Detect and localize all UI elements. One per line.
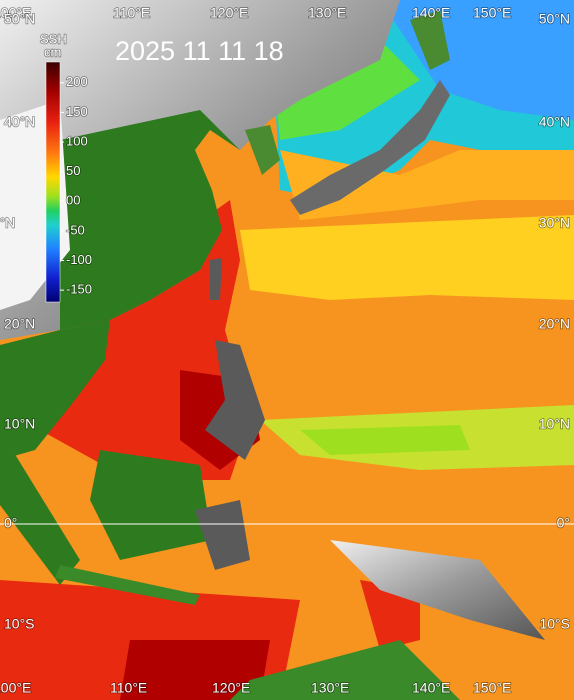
lat-label-left: 0° (4, 515, 17, 531)
lon-label-top: 110°E (113, 5, 150, 21)
lat-label-right: 40°N (539, 114, 570, 130)
lat-label-left: 40°N (4, 114, 35, 130)
lat-label-left: 50°N (4, 11, 35, 27)
lat-label-right: 20°N (539, 316, 570, 332)
lat-label-right: 30°N (539, 215, 570, 231)
colorbar-tick-label: -50 (66, 222, 85, 237)
lon-label-top: 100°E (0, 5, 31, 21)
colorbar-tick-label: 100 (66, 133, 88, 148)
colorbar-tick-label: 150 (66, 104, 88, 119)
colorbar-unit: cm (44, 44, 61, 59)
lon-label-top: 120°E (210, 5, 248, 21)
colorbar-tick-label: 50 (66, 163, 80, 178)
lon-label-top: 130°E (308, 5, 346, 21)
colorbar-tick-label: -100 (66, 252, 92, 267)
lat-label-right: 10°S (539, 616, 570, 632)
lon-label-bottom: 100°E (0, 680, 31, 696)
colorbar-label: SSH (40, 31, 67, 46)
lon-label-top: 140°E (412, 5, 450, 21)
lon-label-bottom: 150°E (473, 680, 511, 696)
lat-label-right: 10°N (539, 416, 570, 432)
lat-label-left: 10°S (4, 616, 35, 632)
colorbar-tick-label: 00 (66, 193, 80, 208)
land (0, 0, 545, 700)
lat-label-right: 0° (557, 515, 570, 531)
colorbar-tick-label: 200 (66, 74, 88, 89)
colorbar (45, 61, 61, 303)
map-title: 2025 11 11 18 (115, 36, 284, 66)
lon-label-bottom: 120°E (212, 680, 250, 696)
lon-label-top: 150°E (473, 5, 511, 21)
lat-label-left: 30°N (0, 215, 15, 231)
lat-label-left: 20°N (4, 316, 35, 332)
lon-label-bottom: 110°E (110, 680, 147, 696)
lat-label-right: 50°N (539, 11, 570, 27)
lat-label-left: 10°N (4, 416, 35, 432)
lon-label-bottom: 140°E (412, 680, 450, 696)
colorbar-tick-label: -150 (66, 282, 92, 297)
lon-label-bottom: 130°E (311, 680, 349, 696)
